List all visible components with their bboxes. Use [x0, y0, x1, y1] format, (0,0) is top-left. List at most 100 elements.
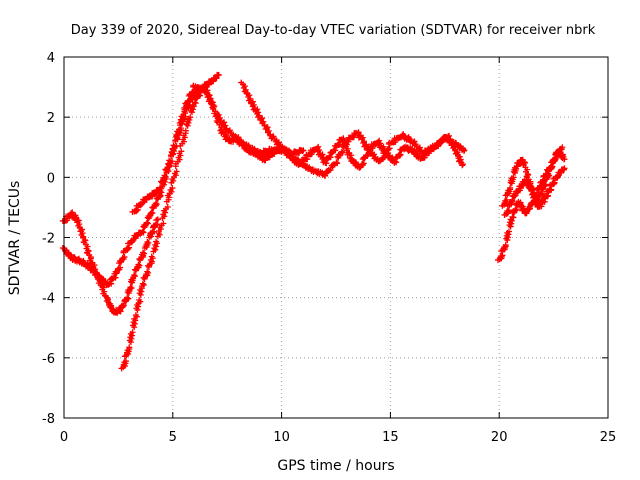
data-point-marker — [125, 295, 132, 302]
data-point-marker — [162, 173, 169, 180]
data-point-marker — [322, 172, 329, 179]
data-point-marker — [148, 209, 155, 216]
x-tick-label: 5 — [169, 430, 177, 445]
data-point-marker — [196, 92, 203, 99]
data-point-marker — [561, 156, 568, 163]
data-point-marker — [153, 201, 160, 208]
data-point-marker — [170, 142, 177, 149]
y-tick-label: 2 — [47, 111, 55, 126]
grid-lines — [64, 57, 608, 418]
data-point-marker — [326, 153, 333, 160]
data-point-marker — [166, 157, 173, 164]
data-point-marker — [559, 144, 566, 151]
data-point-marker — [344, 138, 351, 145]
data-point-marker — [153, 238, 160, 245]
plot-frame — [63, 56, 609, 419]
data-point-marker — [459, 161, 466, 168]
data-point-marker — [338, 148, 345, 155]
data-point-marker — [154, 216, 161, 223]
data-point-marker — [128, 285, 135, 292]
data-point-marker — [461, 147, 468, 154]
data-point-marker — [160, 220, 167, 227]
data-point-marker — [144, 220, 151, 227]
data-point-marker — [143, 196, 150, 203]
data-point-marker — [127, 284, 134, 291]
data-point-marker — [396, 151, 403, 158]
data-point-marker — [561, 165, 568, 172]
data-point-marker — [131, 272, 138, 279]
y-tick-label: 4 — [47, 51, 55, 66]
data-point-marker — [386, 145, 393, 152]
data-point-marker — [505, 207, 512, 214]
data-point-marker — [505, 228, 512, 235]
data-point-marker — [144, 239, 151, 246]
data-point-marker — [432, 143, 439, 150]
data-point-marker — [212, 75, 219, 82]
data-point-marker — [426, 147, 433, 154]
data-point-marker — [129, 329, 136, 336]
data-point-marker — [140, 249, 147, 256]
data-point-marker — [187, 114, 194, 121]
data-point-marker — [173, 168, 180, 175]
data-point-marker — [157, 184, 164, 191]
x-tick-label: 25 — [600, 430, 617, 445]
data-point-marker — [139, 199, 146, 206]
data-point-marker — [152, 190, 159, 197]
data-point-marker — [265, 154, 272, 161]
chart-title: Day 339 of 2020, Sidereal Day-to-day VTE… — [71, 23, 596, 38]
data-point-marker — [503, 196, 510, 203]
data-point-marker — [339, 149, 346, 156]
data-point-marker — [136, 262, 143, 269]
y-tick-label: 0 — [47, 171, 55, 186]
data-point-marker — [459, 162, 466, 169]
data-point-marker — [261, 157, 268, 164]
data-point-marker — [130, 236, 137, 242]
data-point-marker — [437, 139, 444, 146]
data-point-marker — [327, 166, 334, 173]
data-point-marker — [135, 261, 142, 268]
data-point-marker — [191, 88, 198, 95]
data-point-marker — [140, 281, 147, 288]
data-point-marker — [502, 242, 509, 249]
data-point-marker — [300, 147, 307, 154]
data-point-marker — [124, 294, 131, 301]
y-tick-label: -2 — [42, 232, 55, 247]
data-point-marker — [333, 159, 340, 166]
x-tick-label: 15 — [382, 430, 399, 445]
data-point-marker — [136, 297, 143, 304]
data-point-marker — [308, 150, 315, 157]
data-point-marker — [121, 254, 128, 261]
y-tick-label: -8 — [42, 412, 55, 427]
data-point-marker — [331, 147, 338, 154]
data-point-marker — [134, 232, 141, 239]
data-point-marker — [134, 206, 141, 213]
x-tick-label: 0 — [60, 430, 68, 445]
data-point-marker — [420, 150, 427, 157]
data-point-marker — [126, 344, 133, 351]
data-point-marker — [164, 203, 171, 210]
data-point-marker — [117, 264, 124, 271]
data-point-marker — [392, 158, 399, 165]
data-point-marker — [381, 154, 388, 161]
data-point-marker — [169, 185, 176, 192]
data-point-marker — [334, 160, 341, 167]
data-point-marker — [522, 209, 529, 216]
data-point-marker — [161, 172, 168, 179]
data-point-marker — [322, 159, 329, 166]
data-point-marker — [507, 184, 514, 191]
data-point-marker — [548, 186, 555, 193]
data-point-marker — [144, 268, 151, 275]
data-points — [59, 71, 568, 372]
data-point-marker — [525, 205, 532, 212]
data-point-marker — [546, 172, 553, 179]
data-point-marker — [140, 229, 147, 236]
data-point-marker — [140, 250, 147, 257]
data-point-marker — [139, 280, 146, 287]
data-point-marker — [145, 240, 152, 247]
data-point-marker — [369, 144, 376, 151]
data-point-marker — [148, 193, 155, 200]
data-point-marker — [152, 200, 159, 207]
data-point-marker — [122, 358, 129, 365]
data-point-marker — [211, 110, 218, 117]
data-point-marker — [182, 127, 189, 134]
